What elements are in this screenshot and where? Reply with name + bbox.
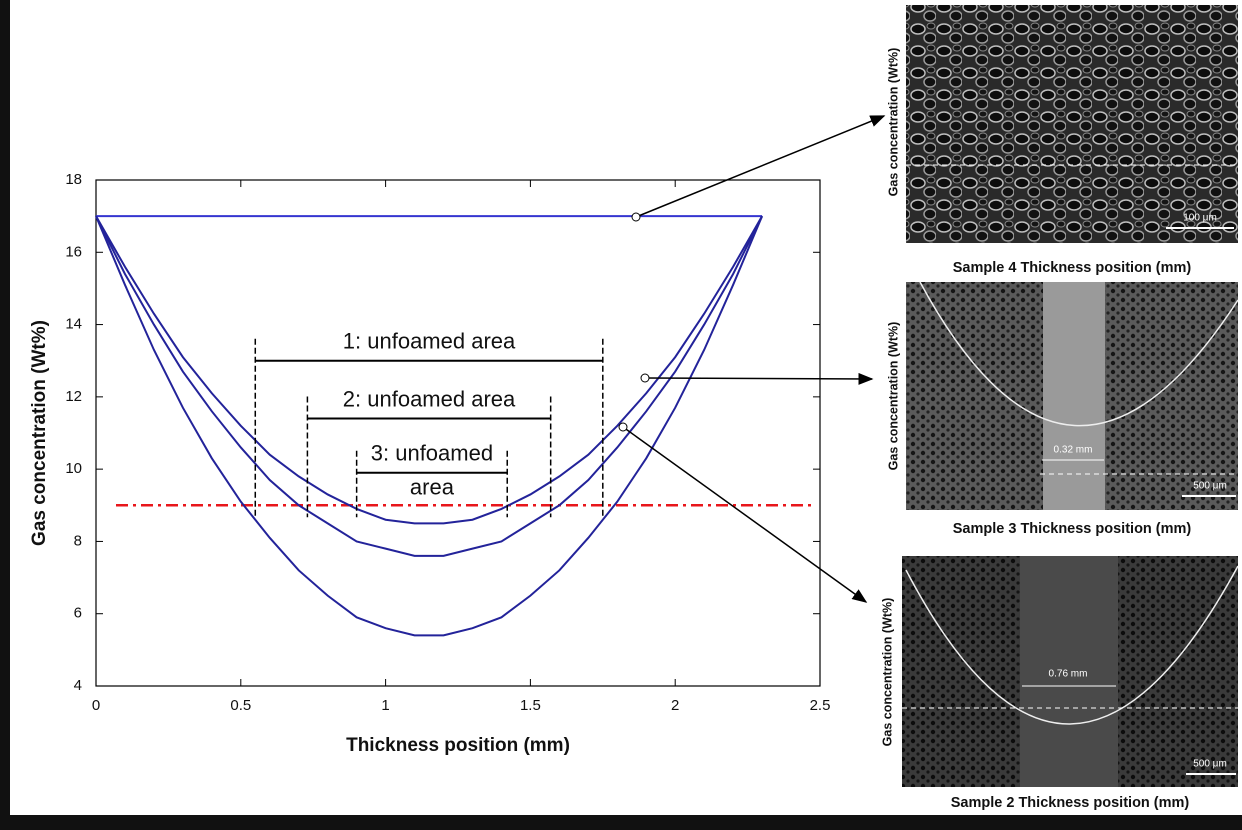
y-tick-label: 4	[74, 677, 82, 694]
y-axis-label: Gas concentration (Wt%)	[29, 320, 50, 546]
panel: 100 μm Gas concentration (Wt%) Sample 4 …	[886, 5, 1238, 276]
panel-y-label: Gas concentration (Wt%)	[886, 322, 900, 471]
marker	[632, 213, 640, 221]
y-tick-label: 10	[65, 460, 82, 477]
frame	[0, 815, 1242, 830]
panel-caption: Sample 2 Thickness position (mm)	[951, 795, 1190, 811]
x-tick-label: 2.5	[810, 697, 831, 714]
marker	[619, 423, 627, 431]
width-label: 0.32 mm	[1054, 445, 1093, 456]
annotation: 2: unfoamed area	[343, 386, 516, 411]
y-tick-label: 12	[65, 388, 82, 405]
arrow	[645, 378, 872, 379]
annotation: 1: unfoamed area	[343, 329, 516, 354]
x-tick-label: 0	[92, 697, 100, 714]
annotation: area	[410, 475, 455, 500]
figure: Thickness position (mm) Gas concentratio…	[0, 0, 1242, 830]
y-tick-label: 6	[74, 605, 82, 622]
width-label: 0.76 mm	[1049, 669, 1088, 680]
x-tick-label: 2	[671, 697, 679, 714]
annotation: 3: unfoamed	[371, 441, 493, 466]
panel-caption: Sample 3 Thickness position (mm)	[953, 521, 1192, 537]
scale-label: 500 μm	[1193, 759, 1227, 770]
scale-label: 100 μm	[1183, 213, 1217, 224]
panel-y-label: Gas concentration (Wt%)	[880, 598, 894, 747]
x-tick-label: 1.5	[520, 697, 541, 714]
x-tick-label: 1	[381, 697, 389, 714]
panel-y-label: Gas concentration (Wt%)	[886, 48, 900, 197]
sem-image	[906, 5, 1238, 243]
unfoamed-band	[1043, 282, 1105, 510]
y-tick-label: 18	[65, 171, 82, 188]
panel: 0.76 mm 500 μm Gas concentration (Wt%) S…	[880, 556, 1238, 811]
frame	[0, 0, 10, 830]
x-axis-label: Thickness position (mm)	[346, 735, 570, 756]
scale-label: 500 μm	[1193, 481, 1227, 492]
panel: 0.32 mm 500 μm Gas concentration (Wt%) S…	[886, 282, 1238, 537]
x-tick-label: 0.5	[230, 697, 251, 714]
marker	[641, 374, 649, 382]
y-tick-label: 14	[65, 316, 82, 333]
panel-caption: Sample 4 Thickness position (mm)	[953, 260, 1192, 276]
y-tick-label: 8	[74, 532, 82, 549]
plot-area	[96, 180, 820, 686]
y-tick-label: 16	[65, 243, 82, 260]
